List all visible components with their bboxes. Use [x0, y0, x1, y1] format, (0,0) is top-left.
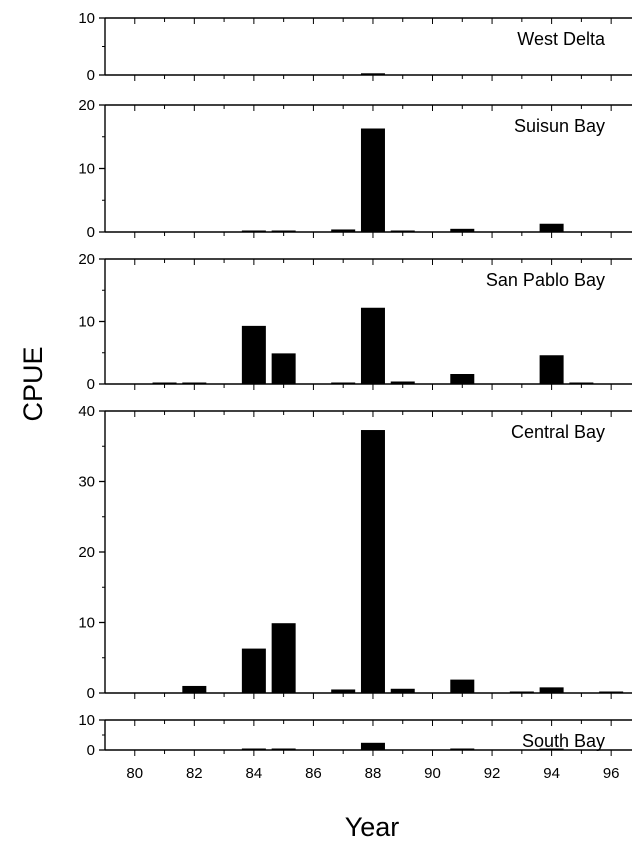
suisun-bay-y-tick-label: 20: [78, 97, 95, 114]
san-pablo-bay-bar-82: [182, 382, 207, 384]
central-bay-bar-94: [539, 687, 564, 693]
suisun-bay-bar-85: [271, 230, 296, 232]
central-bay-bar-87: [331, 689, 356, 693]
suisun-bay-bar-87: [331, 229, 356, 232]
central-bay-bar-88: [360, 430, 385, 693]
west-delta-y-tick-label: 10: [78, 10, 95, 27]
central-bay-y-tick-label: 20: [78, 544, 95, 561]
san-pablo-bay-bar-94: [539, 355, 564, 384]
san-pablo-bay-panel-title: San Pablo Bay: [486, 270, 605, 290]
south-bay-bar-85: [271, 748, 296, 750]
central-bay-panel-title: Central Bay: [511, 422, 605, 442]
south-bay-bar-91: [450, 748, 475, 750]
south-bay-bar-94: [539, 748, 564, 750]
central-bay-bar-91: [450, 679, 475, 693]
suisun-bay-y-tick-label: 0: [87, 224, 95, 241]
x-axis-title: Year: [345, 812, 400, 842]
south-bay-panel-title: South Bay: [522, 731, 605, 751]
san-pablo-bay-bar-84: [241, 325, 266, 384]
central-bay-y-tick-label: 10: [78, 615, 95, 632]
central-bay-bar-84: [241, 648, 266, 693]
central-bay-y-tick-label: 0: [87, 685, 95, 702]
suisun-bay-bar-94: [539, 223, 564, 232]
south-bay-y-tick-label: 10: [78, 712, 95, 729]
central-bay-bar-82: [182, 685, 207, 693]
suisun-bay-bar-89: [390, 230, 415, 232]
suisun-bay-panel-title: Suisun Bay: [514, 116, 605, 136]
x-tick-label: 96: [603, 765, 620, 782]
x-tick-label: 80: [126, 765, 143, 782]
san-pablo-bay-y-tick-label: 0: [87, 376, 95, 393]
central-bay-bar-85: [271, 623, 296, 693]
san-pablo-bay-bar-88: [360, 307, 385, 384]
suisun-bay-bar-91: [450, 228, 475, 232]
san-pablo-bay-bar-81: [152, 382, 177, 384]
south-bay-bar-88: [360, 742, 385, 750]
central-bay-bar-93: [509, 691, 534, 693]
san-pablo-bay-bar-87: [331, 382, 356, 384]
suisun-bay-bar-88: [360, 128, 385, 232]
west-delta-panel-title: West Delta: [517, 29, 606, 49]
west-delta-bar-88: [360, 73, 385, 75]
x-tick-label: 86: [305, 765, 322, 782]
south-bay-y-tick-label: 0: [87, 742, 95, 759]
y-axis-title: CPUE: [18, 346, 48, 421]
central-bay-bar-96: [599, 691, 624, 693]
x-tick-label: 94: [543, 765, 560, 782]
south-bay-bar-84: [241, 748, 266, 750]
suisun-bay-y-tick-label: 10: [78, 161, 95, 178]
x-tick-label: 92: [484, 765, 501, 782]
suisun-bay-bar-84: [241, 230, 266, 232]
central-bay-y-tick-label: 40: [78, 403, 95, 420]
central-bay-y-tick-label: 30: [78, 474, 95, 491]
san-pablo-bay-bar-89: [390, 381, 415, 384]
x-tick-label: 82: [186, 765, 203, 782]
x-tick-label: 90: [424, 765, 441, 782]
san-pablo-bay-bar-91: [450, 374, 475, 384]
west-delta-y-tick-label: 0: [87, 67, 95, 84]
x-tick-label: 88: [365, 765, 382, 782]
central-bay-bar-89: [390, 688, 415, 693]
san-pablo-bay-y-tick-label: 10: [78, 314, 95, 331]
san-pablo-bay-bar-85: [271, 353, 296, 384]
x-tick-label: 84: [246, 765, 263, 782]
san-pablo-bay-y-tick-label: 20: [78, 251, 95, 268]
san-pablo-bay-bar-95: [569, 382, 594, 384]
